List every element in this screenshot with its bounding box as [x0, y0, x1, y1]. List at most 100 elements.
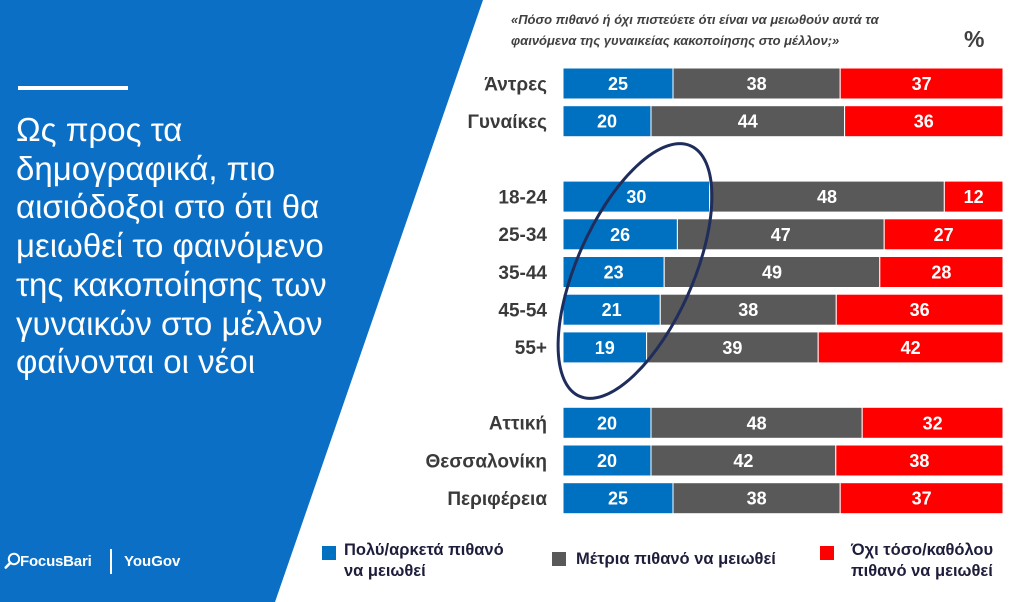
- bar-row: 25-34 26 47 27: [498, 218, 1004, 251]
- bar-row: 18-24 30 48 12: [498, 180, 1004, 213]
- value-label: 36: [910, 300, 930, 320]
- bar-segment-unlikely: [839, 482, 1004, 515]
- bar-segment-unlikely: [835, 293, 1004, 326]
- value-label: 20: [597, 451, 617, 471]
- bar-segment-likely: [562, 444, 652, 477]
- bar-segment-likely: [562, 331, 648, 364]
- value-label: 47: [771, 225, 791, 245]
- text-line: Πολύ/αρκετά πιθανό: [344, 541, 504, 559]
- bar-segment-moderate: [676, 218, 885, 251]
- value-label: 42: [733, 451, 753, 471]
- value-label: 25: [608, 74, 628, 94]
- accent-rule: [18, 86, 128, 90]
- value-label: 48: [817, 187, 837, 207]
- text-line: φαίνονται οι νέοι: [16, 343, 256, 381]
- bar-row: Αττική 20 48 32: [489, 406, 1004, 439]
- bar-segment-unlikely: [844, 105, 1004, 138]
- text-line: μειωθεί το φαινόμενο: [16, 227, 324, 265]
- bar-segment-moderate: [650, 105, 846, 138]
- value-label: 28: [931, 262, 951, 282]
- legend-label-unlikely: Όχι τόσο/καθόλου πιθανό να μειωθεί: [851, 540, 993, 582]
- unit-label: %: [964, 26, 985, 52]
- value-label: 25: [608, 489, 628, 509]
- category-label: Θεσσαλονίκη: [426, 451, 547, 472]
- value-label: 36: [914, 112, 934, 132]
- bar-segment-unlikely: [861, 406, 1004, 439]
- value-label: 44: [738, 112, 758, 132]
- category-label: 25-34: [498, 225, 547, 246]
- text-line: της κακοποίησης των: [16, 265, 327, 303]
- value-label: 39: [722, 338, 742, 358]
- bar-segment-likely: [562, 406, 652, 439]
- value-label: 42: [901, 338, 921, 358]
- bar-segment-moderate: [672, 67, 841, 100]
- highlight-ellipse: [556, 142, 714, 400]
- value-label: 19: [595, 338, 615, 358]
- legend-label-moderate: Μέτρια πιθανό να μειωθεί: [576, 550, 776, 568]
- bar-row: Περιφέρεια 25 38 37: [447, 482, 1004, 515]
- bar-segment-likely: [562, 293, 661, 326]
- text-line: να μειωθεί: [344, 562, 426, 580]
- value-label: 23: [604, 262, 624, 282]
- text-line: αισιόδοξοι στο ότι θα: [16, 188, 320, 226]
- magnifier-icon: [4, 552, 20, 569]
- value-label: 20: [597, 112, 617, 132]
- category-label: 45-54: [498, 301, 547, 322]
- value-label: 21: [602, 300, 622, 320]
- category-label: Γυναίκες: [468, 112, 548, 133]
- chart-title: «Πόσο πιθανό ή όχι πιστεύετε ότι είναι ν…: [511, 9, 879, 51]
- yougov-logo: YouGov: [124, 553, 181, 570]
- category-label: 35-44: [498, 263, 547, 284]
- bar-segment-unlikely: [839, 67, 1004, 100]
- bar-segment-unlikely: [943, 180, 1004, 213]
- headline: Ως προς τα δημογραφικά, πιο αισιόδοξοι σ…: [16, 111, 327, 382]
- bar-segment-unlikely: [817, 331, 1004, 364]
- text-line: δημογραφικά, πιο: [16, 149, 276, 187]
- value-label: 30: [626, 187, 646, 207]
- bar-row: 45-54 21 38 36: [498, 293, 1004, 326]
- bar-row: 55+ 19 39 42: [515, 331, 1004, 364]
- focusbari-logo: FocusBari: [20, 553, 92, 570]
- text-line: φαινόμενα της γυναικείας κακοποίησης στο…: [511, 33, 840, 48]
- value-label: 38: [738, 300, 758, 320]
- value-label: 48: [747, 413, 767, 433]
- value-label: 37: [912, 489, 932, 509]
- legend-swatch-unlikely: [820, 546, 834, 560]
- bar-segment-moderate: [659, 293, 837, 326]
- bar-row: Άντρες 25 38 37: [484, 67, 1004, 100]
- text-line: πιθανό να μειωθεί: [851, 562, 993, 580]
- text-line: Όχι τόσο/καθόλου: [851, 541, 994, 559]
- value-label: 26: [610, 225, 630, 245]
- panel-shape: [0, 0, 483, 602]
- bar-segment-unlikely: [835, 444, 1004, 477]
- value-label: 20: [597, 413, 617, 433]
- text-line: «Πόσο πιθανό ή όχι πιστεύετε ότι είναι ν…: [511, 12, 879, 27]
- logo-divider: [110, 549, 112, 574]
- category-label: Περιφέρεια: [447, 489, 547, 510]
- bar-segment-unlikely: [879, 256, 1004, 288]
- category-label: 18-24: [498, 187, 547, 208]
- value-label: 32: [923, 413, 943, 433]
- category-label: 55+: [515, 338, 547, 359]
- bar-segment-moderate: [709, 180, 945, 213]
- bar-segment-likely: [562, 256, 665, 288]
- bar-segment-likely: [562, 105, 652, 138]
- value-label: 27: [934, 225, 954, 245]
- bar-segment-unlikely: [883, 218, 1004, 251]
- bar-segment-likely: [562, 67, 674, 100]
- bar-segment-likely: [562, 180, 711, 213]
- value-label: 38: [909, 451, 929, 471]
- value-label: 38: [747, 489, 767, 509]
- legend-label-likely: Πολύ/αρκετά πιθανό να μειωθεί: [344, 540, 504, 582]
- category-label: Άντρες: [484, 74, 547, 95]
- value-label: 37: [912, 74, 932, 94]
- value-label: 12: [964, 187, 984, 207]
- text-line: γυναικών στο μέλλον: [16, 304, 323, 342]
- category-label: Αττική: [489, 414, 547, 435]
- bar-segment-moderate: [650, 444, 837, 477]
- bar-row: Θεσσαλονίκη 20 42 38: [426, 444, 1004, 477]
- legend-swatch-moderate: [552, 552, 566, 566]
- value-label: 49: [762, 262, 782, 282]
- legend-swatch-likely: [322, 546, 336, 560]
